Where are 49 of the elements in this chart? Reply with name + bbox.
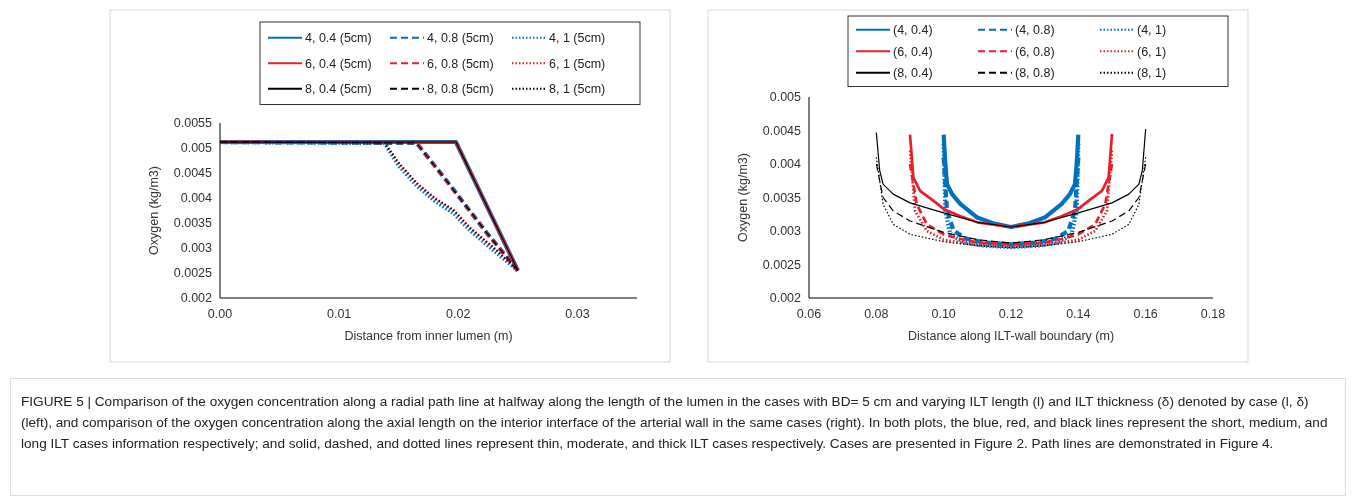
x-tick-label: 0.12 [998, 307, 1024, 321]
x-tick-label: 0.10 [931, 307, 956, 321]
legend-label: (6, 0.4) [893, 44, 933, 59]
legend-label: (4, 0.8) [1015, 23, 1055, 38]
x-tick-label: 0.00 [207, 307, 233, 321]
legend-label: 6, 0.4 (5cm) [305, 56, 372, 71]
x-tick-label: 0.03 [565, 307, 590, 321]
x-tick-label: 0.16 [1133, 307, 1158, 321]
caption: FIGURE 5 | Comparison of the oxygen concentration along a radial path line at halfway along the length of the lumen in the cases with BD= 5 cm and varying ILT length (l) and ILT thickness (δ) denoted by case (l, δ) (left), and comparison of the oxygen concentration along the axial length on the interior interface of the arterial wall in the same cases (right). In both plots, the blue, red, and black lines represent the short, medium, and long ILT cases information respectively; and solid, dashed, and dotted lines represent thin, moderate, and thick ILT cases respectively. Cases are presented in Figure 2. Path lines are demonstrated in Figure 4. [21, 393, 1329, 453]
x-axis-title: Distance from inner lumen (m) [344, 329, 513, 343]
legend-label: (6, 1) [1137, 44, 1167, 59]
x-tick-label: 0.01 [326, 307, 352, 321]
legend-label: 6, 1 (5cm) [549, 56, 606, 71]
y-tick-label: 0.005 [180, 141, 213, 156]
legend-label: (4, 1) [1137, 23, 1167, 38]
legend-label: 6, 0.8 (5cm) [427, 56, 494, 71]
y-axis-title: Oxygen (kg/m3) [147, 166, 161, 255]
y-tick-label: 0.0035 [762, 190, 802, 205]
y-tick-label: 0.002 [180, 291, 213, 306]
legend-label: 8, 0.4 (5cm) [305, 82, 372, 97]
legend-label: (8, 1) [1137, 66, 1167, 81]
legend-label: (4, 0.4) [893, 23, 933, 38]
x-tick-label: 0.14 [1066, 307, 1091, 321]
legend-label: 8, 1 (5cm) [549, 82, 606, 97]
x-tick-label: 0.08 [864, 307, 889, 321]
x-tick-label: 0.02 [446, 307, 471, 321]
y-tick-label: 0.002 [769, 291, 802, 306]
y-tick-label: 0.003 [180, 241, 213, 256]
legend-label: 8, 0.8 (5cm) [427, 82, 494, 97]
y-tick-label: 0.0045 [173, 166, 213, 181]
y-tick-label: 0.003 [769, 224, 802, 239]
x-tick-label: 0.06 [796, 307, 822, 321]
legend-label: (6, 0.8) [1015, 44, 1055, 59]
y-tick-label: 0.0025 [173, 266, 213, 281]
legend-label: 4, 0.8 (5cm) [427, 31, 494, 46]
legend-label: 4, 0.4 (5cm) [305, 31, 372, 46]
x-tick-label: 0.18 [1200, 307, 1226, 321]
y-tick-label: 0.0025 [762, 257, 802, 272]
y-tick-label: 0.004 [180, 191, 213, 206]
legend-label: 4, 1 (5cm) [549, 31, 606, 46]
y-tick-label: 0.005 [769, 90, 802, 105]
y-tick-label: 0.0045 [762, 123, 802, 138]
y-axis-title: Oxygen (kg/m3) [736, 153, 750, 242]
y-tick-label: 0.0035 [173, 216, 213, 231]
legend-label: (8, 0.4) [893, 66, 933, 81]
y-tick-label: 0.0055 [173, 116, 213, 131]
y-tick-label: 0.004 [769, 157, 802, 172]
legend-label: (8, 0.8) [1015, 66, 1055, 81]
x-axis-title: Distance along ILT-wall boundary (m) [907, 329, 1115, 343]
